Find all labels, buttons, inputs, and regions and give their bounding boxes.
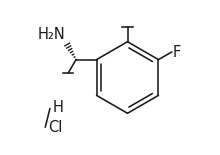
Text: H: H (53, 100, 64, 115)
Text: F: F (172, 44, 181, 60)
Text: Cl: Cl (48, 120, 62, 135)
Text: H₂N: H₂N (38, 27, 66, 42)
